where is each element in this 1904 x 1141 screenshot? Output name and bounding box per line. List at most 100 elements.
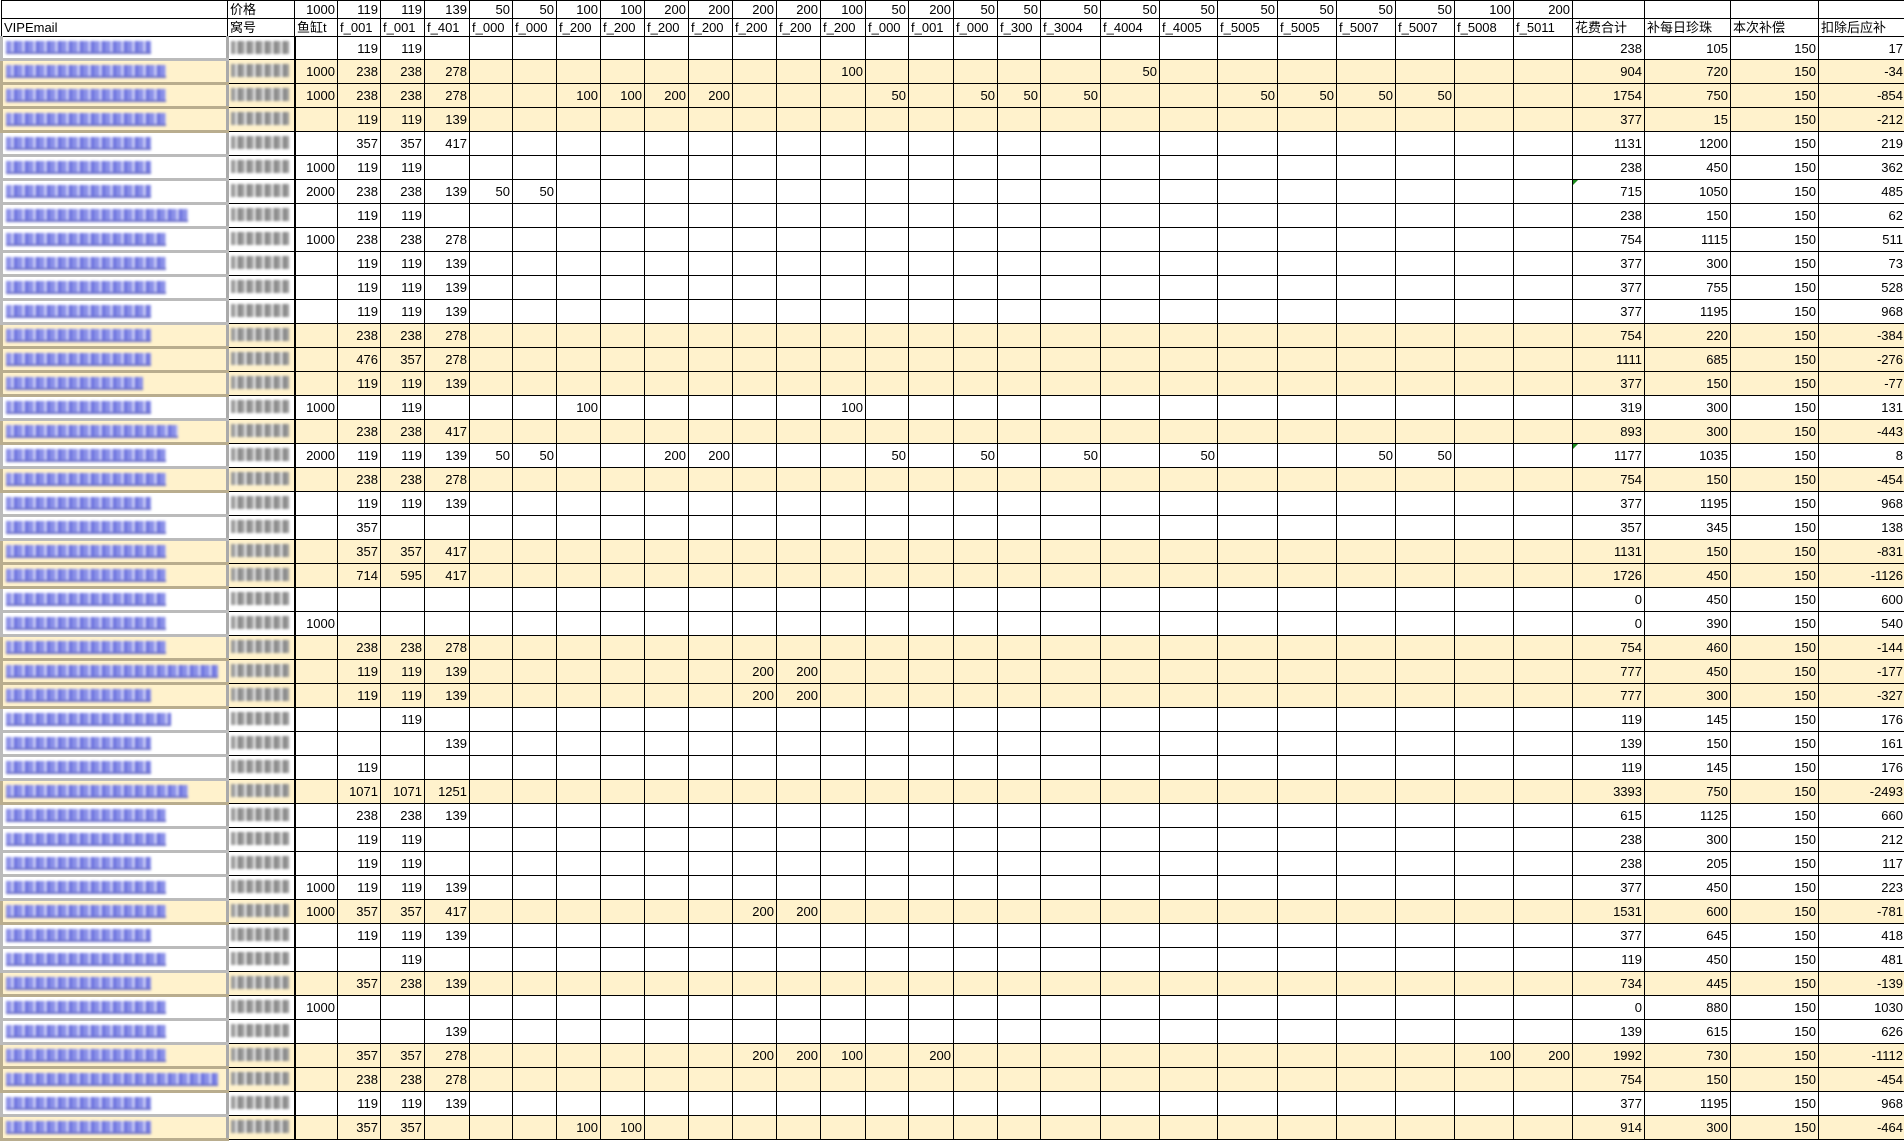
item-count-cell[interactable] xyxy=(1101,540,1160,564)
item-count-cell[interactable] xyxy=(998,300,1041,324)
item-count-cell[interactable] xyxy=(601,468,645,492)
item-count-cell[interactable] xyxy=(689,156,733,180)
item-count-cell[interactable] xyxy=(470,996,513,1020)
item-count-cell[interactable] xyxy=(821,924,866,948)
item-count-cell[interactable] xyxy=(777,300,821,324)
item-count-cell[interactable] xyxy=(557,372,601,396)
item-count-cell[interactable] xyxy=(733,828,777,852)
item-count-cell[interactable] xyxy=(998,396,1041,420)
item-count-cell[interactable] xyxy=(1337,156,1396,180)
item-count-cell[interactable] xyxy=(821,684,866,708)
total-cost-cell[interactable]: 139 xyxy=(1573,1020,1645,1044)
item-count-cell[interactable] xyxy=(601,876,645,900)
item-count-cell[interactable] xyxy=(998,132,1041,156)
item-count-cell[interactable] xyxy=(1278,636,1337,660)
item-count-cell[interactable] xyxy=(777,84,821,108)
price-cell[interactable]: 1000 xyxy=(295,1,338,19)
item-count-cell[interactable] xyxy=(689,564,733,588)
item-count-cell[interactable] xyxy=(909,660,954,684)
item-count-cell[interactable] xyxy=(1160,852,1218,876)
item-count-cell[interactable] xyxy=(1218,972,1278,996)
item-count-cell[interactable] xyxy=(1396,900,1455,924)
item-count-cell[interactable] xyxy=(1160,756,1218,780)
item-count-cell[interactable] xyxy=(954,660,998,684)
item-count-cell[interactable] xyxy=(1101,420,1160,444)
item-count-cell[interactable] xyxy=(295,732,338,756)
item-count-cell[interactable] xyxy=(1278,516,1337,540)
item-count-cell[interactable] xyxy=(513,420,557,444)
item-count-cell[interactable]: 119 xyxy=(338,108,381,132)
item-count-cell[interactable] xyxy=(601,900,645,924)
item-count-cell[interactable] xyxy=(1101,588,1160,612)
item-count-cell[interactable] xyxy=(689,108,733,132)
nest-cell[interactable] xyxy=(228,612,295,636)
item-count-cell[interactable] xyxy=(954,996,998,1020)
item-count-cell[interactable]: 1000 xyxy=(295,396,338,420)
item-count-cell[interactable] xyxy=(1041,60,1101,84)
item-count-cell[interactable] xyxy=(601,60,645,84)
item-count-cell[interactable] xyxy=(1396,708,1455,732)
item-count-cell[interactable] xyxy=(1455,780,1514,804)
nest-cell[interactable] xyxy=(228,84,295,108)
item-count-cell[interactable] xyxy=(954,804,998,828)
item-count-cell[interactable] xyxy=(954,780,998,804)
item-count-cell[interactable] xyxy=(381,1020,425,1044)
price-cell[interactable]: 50 xyxy=(1218,1,1278,19)
item-count-cell[interactable]: 278 xyxy=(425,348,470,372)
email-cell[interactable] xyxy=(2,948,228,972)
item-count-cell[interactable] xyxy=(557,924,601,948)
item-count-cell[interactable] xyxy=(689,804,733,828)
item-count-cell[interactable] xyxy=(645,396,689,420)
daily-pearl-cell[interactable]: 450 xyxy=(1645,156,1731,180)
item-count-cell[interactable] xyxy=(645,324,689,348)
item-count-cell[interactable]: 238 xyxy=(381,420,425,444)
email-cell[interactable] xyxy=(2,1068,228,1092)
item-count-cell[interactable] xyxy=(1101,876,1160,900)
price-cell[interactable]: 50 xyxy=(470,1,513,19)
item-count-cell[interactable] xyxy=(1041,636,1101,660)
item-count-cell[interactable] xyxy=(1101,372,1160,396)
column-header-item[interactable]: f_4004 xyxy=(1101,19,1160,37)
item-count-cell[interactable] xyxy=(1218,348,1278,372)
item-count-cell[interactable] xyxy=(1278,972,1337,996)
total-cost-cell[interactable]: 377 xyxy=(1573,276,1645,300)
item-count-cell[interactable] xyxy=(866,156,909,180)
item-count-cell[interactable] xyxy=(954,180,998,204)
item-count-cell[interactable] xyxy=(1514,780,1573,804)
item-count-cell[interactable] xyxy=(821,444,866,468)
item-count-cell[interactable] xyxy=(733,276,777,300)
item-count-cell[interactable]: 1000 xyxy=(295,612,338,636)
item-count-cell[interactable]: 238 xyxy=(338,420,381,444)
item-count-cell[interactable] xyxy=(777,468,821,492)
item-count-cell[interactable] xyxy=(1455,300,1514,324)
item-count-cell[interactable] xyxy=(1396,924,1455,948)
item-count-cell[interactable] xyxy=(1396,588,1455,612)
item-count-cell[interactable] xyxy=(1278,132,1337,156)
item-count-cell[interactable] xyxy=(733,948,777,972)
net-compensation-cell[interactable]: -212 xyxy=(1819,108,1904,132)
item-count-cell[interactable] xyxy=(295,540,338,564)
total-cost-cell[interactable]: 754 xyxy=(1573,228,1645,252)
total-cost-cell[interactable]: 777 xyxy=(1573,660,1645,684)
column-header-item[interactable]: f_5007 xyxy=(1337,19,1396,37)
item-count-cell[interactable] xyxy=(777,636,821,660)
item-count-cell[interactable] xyxy=(1514,996,1573,1020)
price-cell[interactable]: 50 xyxy=(1160,1,1218,19)
item-count-cell[interactable]: 119 xyxy=(381,684,425,708)
item-count-cell[interactable] xyxy=(689,1020,733,1044)
item-count-cell[interactable] xyxy=(954,372,998,396)
item-count-cell[interactable] xyxy=(1337,132,1396,156)
nest-cell[interactable] xyxy=(228,660,295,684)
item-count-cell[interactable] xyxy=(1396,1044,1455,1068)
item-count-cell[interactable] xyxy=(470,37,513,60)
item-count-cell[interactable] xyxy=(998,732,1041,756)
item-count-cell[interactable] xyxy=(909,228,954,252)
item-count-cell[interactable]: 119 xyxy=(338,372,381,396)
item-count-cell[interactable]: 139 xyxy=(425,444,470,468)
item-count-cell[interactable] xyxy=(954,156,998,180)
item-count-cell[interactable] xyxy=(954,732,998,756)
item-count-cell[interactable] xyxy=(821,228,866,252)
item-count-cell[interactable] xyxy=(909,348,954,372)
item-count-cell[interactable] xyxy=(1101,1116,1160,1140)
item-count-cell[interactable] xyxy=(1041,372,1101,396)
